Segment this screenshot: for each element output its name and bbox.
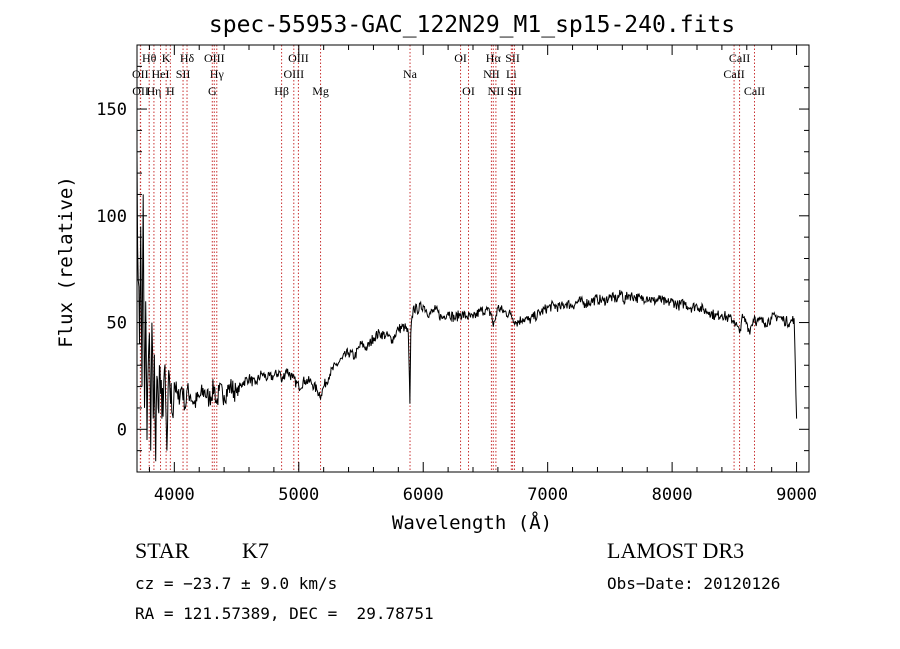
plot-area <box>137 151 798 462</box>
object-class: STAR <box>135 538 190 563</box>
survey-label: LAMOST DR3 <box>607 538 745 563</box>
marker-label: HeI <box>152 67 170 81</box>
marker-label: OII <box>132 84 149 98</box>
marker-label: Mg <box>312 84 329 98</box>
x-tick-label: 9000 <box>776 485 817 505</box>
marker-label: Na <box>403 67 418 81</box>
marker-label: Hθ <box>142 51 157 65</box>
marker-label: G <box>208 84 217 98</box>
marker-label: CaII <box>723 67 744 81</box>
y-tick-label: 150 <box>96 100 127 120</box>
y-tick-label: 0 <box>117 420 127 440</box>
marker-label: Hα <box>486 51 502 65</box>
marker-label: Hη <box>146 84 161 98</box>
marker-label: Hγ <box>210 67 225 81</box>
marker-label: H <box>166 84 175 98</box>
marker-label: SII <box>505 51 520 65</box>
y-tick-label: 50 <box>107 314 127 334</box>
marker-label: Hδ <box>180 51 195 65</box>
marker-label: OIII <box>288 51 309 65</box>
marker-label: Li <box>506 67 517 81</box>
marker-label: OI <box>462 84 475 98</box>
marker-label: NII <box>488 84 505 98</box>
x-tick-label: 6000 <box>403 485 444 505</box>
x-tick-label: 5000 <box>278 485 319 505</box>
marker-label: K <box>162 51 171 65</box>
object-subclass: K7 <box>242 538 269 563</box>
marker-label: SII <box>176 67 191 81</box>
coordinates-readout: RA = 121.57389, DEC = 29.78751 <box>135 604 434 623</box>
y-tick-label: 100 <box>96 207 127 227</box>
marker-label: Hβ <box>274 84 289 98</box>
marker-label: OI <box>454 51 467 65</box>
redshift-readout: cz = −23.7 ± 9.0 km/s <box>135 574 338 593</box>
plot-axes: 4000 5000 6000 7000 8000 9000 0 50 100 150 <box>96 44 817 505</box>
x-tick-label: 8000 <box>652 485 693 505</box>
marker-label: NII <box>483 67 500 81</box>
marker-label: CaII <box>744 84 765 98</box>
plot-frame <box>136 44 810 473</box>
x-axis-label: Wavelength (Å) <box>392 511 552 534</box>
x-tick-label: 7000 <box>527 485 568 505</box>
marker-label: OIII <box>283 67 304 81</box>
x-tick-label: 4000 <box>154 485 195 505</box>
chart-title: spec-55953-GAC_122N29_M1_sp15-240.fits <box>209 12 735 38</box>
marker-label: SII <box>507 84 522 98</box>
marker-label: OIII <box>204 51 225 65</box>
spectrum-line <box>137 151 798 462</box>
observation-date: Obs−Date: 20120126 <box>607 574 781 593</box>
y-axis-label: Flux (relative) <box>55 176 77 348</box>
marker-label: CaII <box>729 51 750 65</box>
